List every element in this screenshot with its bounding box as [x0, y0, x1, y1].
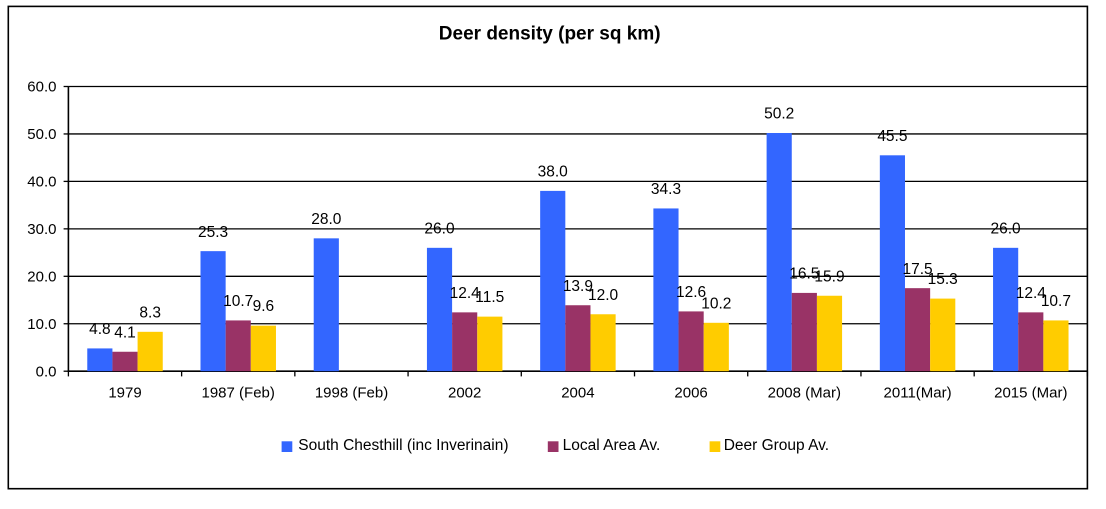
svg-text:Local Area Av.: Local Area Av. — [563, 437, 661, 454]
svg-text:30.0: 30.0 — [27, 221, 56, 238]
svg-text:11.5: 11.5 — [475, 289, 504, 306]
svg-text:2015 (Mar): 2015 (Mar) — [994, 385, 1067, 402]
svg-text:4.8: 4.8 — [89, 321, 111, 338]
svg-text:1987 (Feb): 1987 (Feb) — [202, 385, 275, 402]
svg-text:4.1: 4.1 — [114, 324, 136, 341]
svg-text:26.0: 26.0 — [991, 220, 1022, 237]
svg-text:28.0: 28.0 — [311, 211, 342, 228]
svg-text:40.0: 40.0 — [27, 174, 56, 191]
svg-text:South Chesthill (inc Inverinai: South Chesthill (inc Inverinain) — [298, 437, 508, 454]
svg-text:25.3: 25.3 — [198, 224, 228, 241]
svg-text:10.7: 10.7 — [1041, 293, 1071, 310]
svg-text:45.5: 45.5 — [877, 128, 907, 145]
svg-text:10.2: 10.2 — [701, 295, 731, 312]
svg-text:1998 (Feb): 1998 (Feb) — [315, 385, 388, 402]
svg-text:Deer density (per sq km): Deer density (per sq km) — [439, 23, 661, 44]
svg-text:1979: 1979 — [108, 385, 141, 402]
svg-text:60.0: 60.0 — [27, 79, 56, 96]
svg-text:2004: 2004 — [561, 385, 594, 402]
svg-text:10.7: 10.7 — [223, 293, 253, 310]
svg-text:2011(Mar): 2011(Mar) — [884, 385, 952, 402]
svg-text:20.0: 20.0 — [27, 269, 56, 286]
svg-text:12.4: 12.4 — [1016, 285, 1047, 302]
svg-text:16.5: 16.5 — [789, 266, 819, 283]
svg-text:15.3: 15.3 — [928, 271, 958, 288]
svg-text:13.9: 13.9 — [563, 278, 593, 295]
svg-text:8.3: 8.3 — [139, 304, 161, 321]
svg-text:50.0: 50.0 — [27, 126, 56, 143]
svg-text:15.9: 15.9 — [814, 268, 844, 285]
svg-text:0.0: 0.0 — [36, 363, 57, 380]
svg-text:2002: 2002 — [448, 385, 481, 402]
svg-text:38.0: 38.0 — [538, 164, 569, 181]
svg-text:12.4: 12.4 — [450, 285, 481, 302]
svg-text:Deer Group Av.: Deer Group Av. — [724, 437, 829, 454]
svg-text:9.6: 9.6 — [253, 298, 275, 315]
svg-text:50.2: 50.2 — [764, 106, 794, 123]
svg-text:10.0: 10.0 — [27, 316, 56, 333]
svg-text:26.0: 26.0 — [424, 220, 455, 237]
svg-text:34.3: 34.3 — [651, 181, 681, 198]
svg-text:12.0: 12.0 — [588, 287, 619, 304]
svg-text:17.5: 17.5 — [903, 261, 933, 278]
svg-text:2006: 2006 — [674, 385, 707, 402]
svg-text:12.6: 12.6 — [676, 284, 706, 301]
svg-text:2008 (Mar): 2008 (Mar) — [768, 385, 841, 402]
